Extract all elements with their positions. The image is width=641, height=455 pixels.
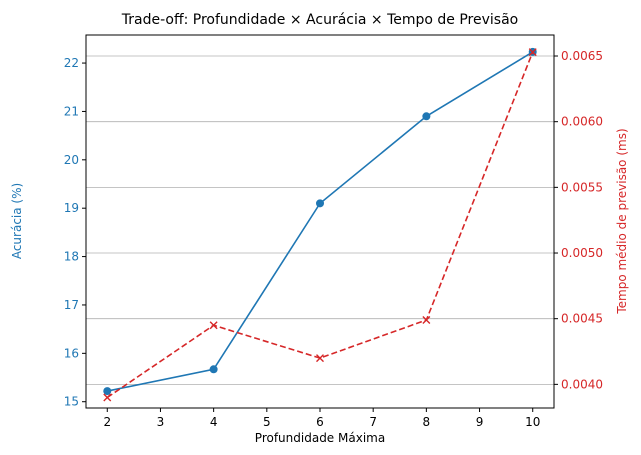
left-tick-label: 19: [64, 201, 79, 215]
x-tick-label: 5: [263, 415, 271, 429]
x-tick-label: 3: [157, 415, 165, 429]
axes-layer: 2 3 4 5 6 7 8 9 10 15 16 17 18 19 20 21 22 0.0040 0.0045 0.…: [64, 49, 603, 429]
data-point-time: [209, 321, 218, 330]
x-tick-label: 4: [210, 415, 218, 429]
left-tick-label: 22: [64, 56, 79, 70]
left-tick-label: 16: [64, 346, 79, 360]
data-point-accuracy: [316, 199, 324, 208]
series-layer: [103, 47, 537, 402]
x-tick-label: 8: [423, 415, 431, 429]
x-tick-label: 10: [525, 415, 540, 429]
right-tick-label: 0.0065: [561, 49, 603, 63]
grid: [86, 55, 554, 385]
left-tick-label: 17: [64, 298, 79, 312]
data-point-accuracy: [103, 387, 112, 396]
left-tick-label: 18: [64, 250, 79, 264]
right-tick-label: 0.0055: [561, 180, 603, 194]
data-point-time: [316, 354, 324, 363]
x-tick-label: 7: [369, 415, 377, 429]
chart-title: Trade-off: Profundidade × Acurácia × Tem…: [121, 12, 518, 28]
left-tick-label: 20: [64, 153, 79, 167]
left-axis-label: Acurácia (%): [10, 183, 24, 259]
x-tick-label: 2: [103, 415, 111, 429]
x-tick-label: 6: [316, 415, 324, 429]
right-tick-label: 0.0060: [561, 115, 603, 129]
right-tick-label: 0.0040: [561, 377, 603, 391]
right-tick-label: 0.0050: [561, 246, 603, 260]
right-axis-label: Tempo médio de previsão (ms): [615, 128, 629, 314]
data-point-accuracy: [422, 112, 431, 121]
left-tick-label: 21: [64, 104, 79, 118]
data-point-time: [528, 48, 537, 57]
left-tick-label: 15: [64, 395, 79, 409]
right-tick-label: 0.0045: [561, 312, 603, 326]
x-axis-label: Profundidade Máxima: [255, 431, 385, 445]
x-tick-label: 9: [476, 415, 484, 429]
data-point-accuracy: [209, 365, 218, 374]
data-point-time: [103, 393, 112, 402]
data-point-time: [422, 316, 431, 324]
